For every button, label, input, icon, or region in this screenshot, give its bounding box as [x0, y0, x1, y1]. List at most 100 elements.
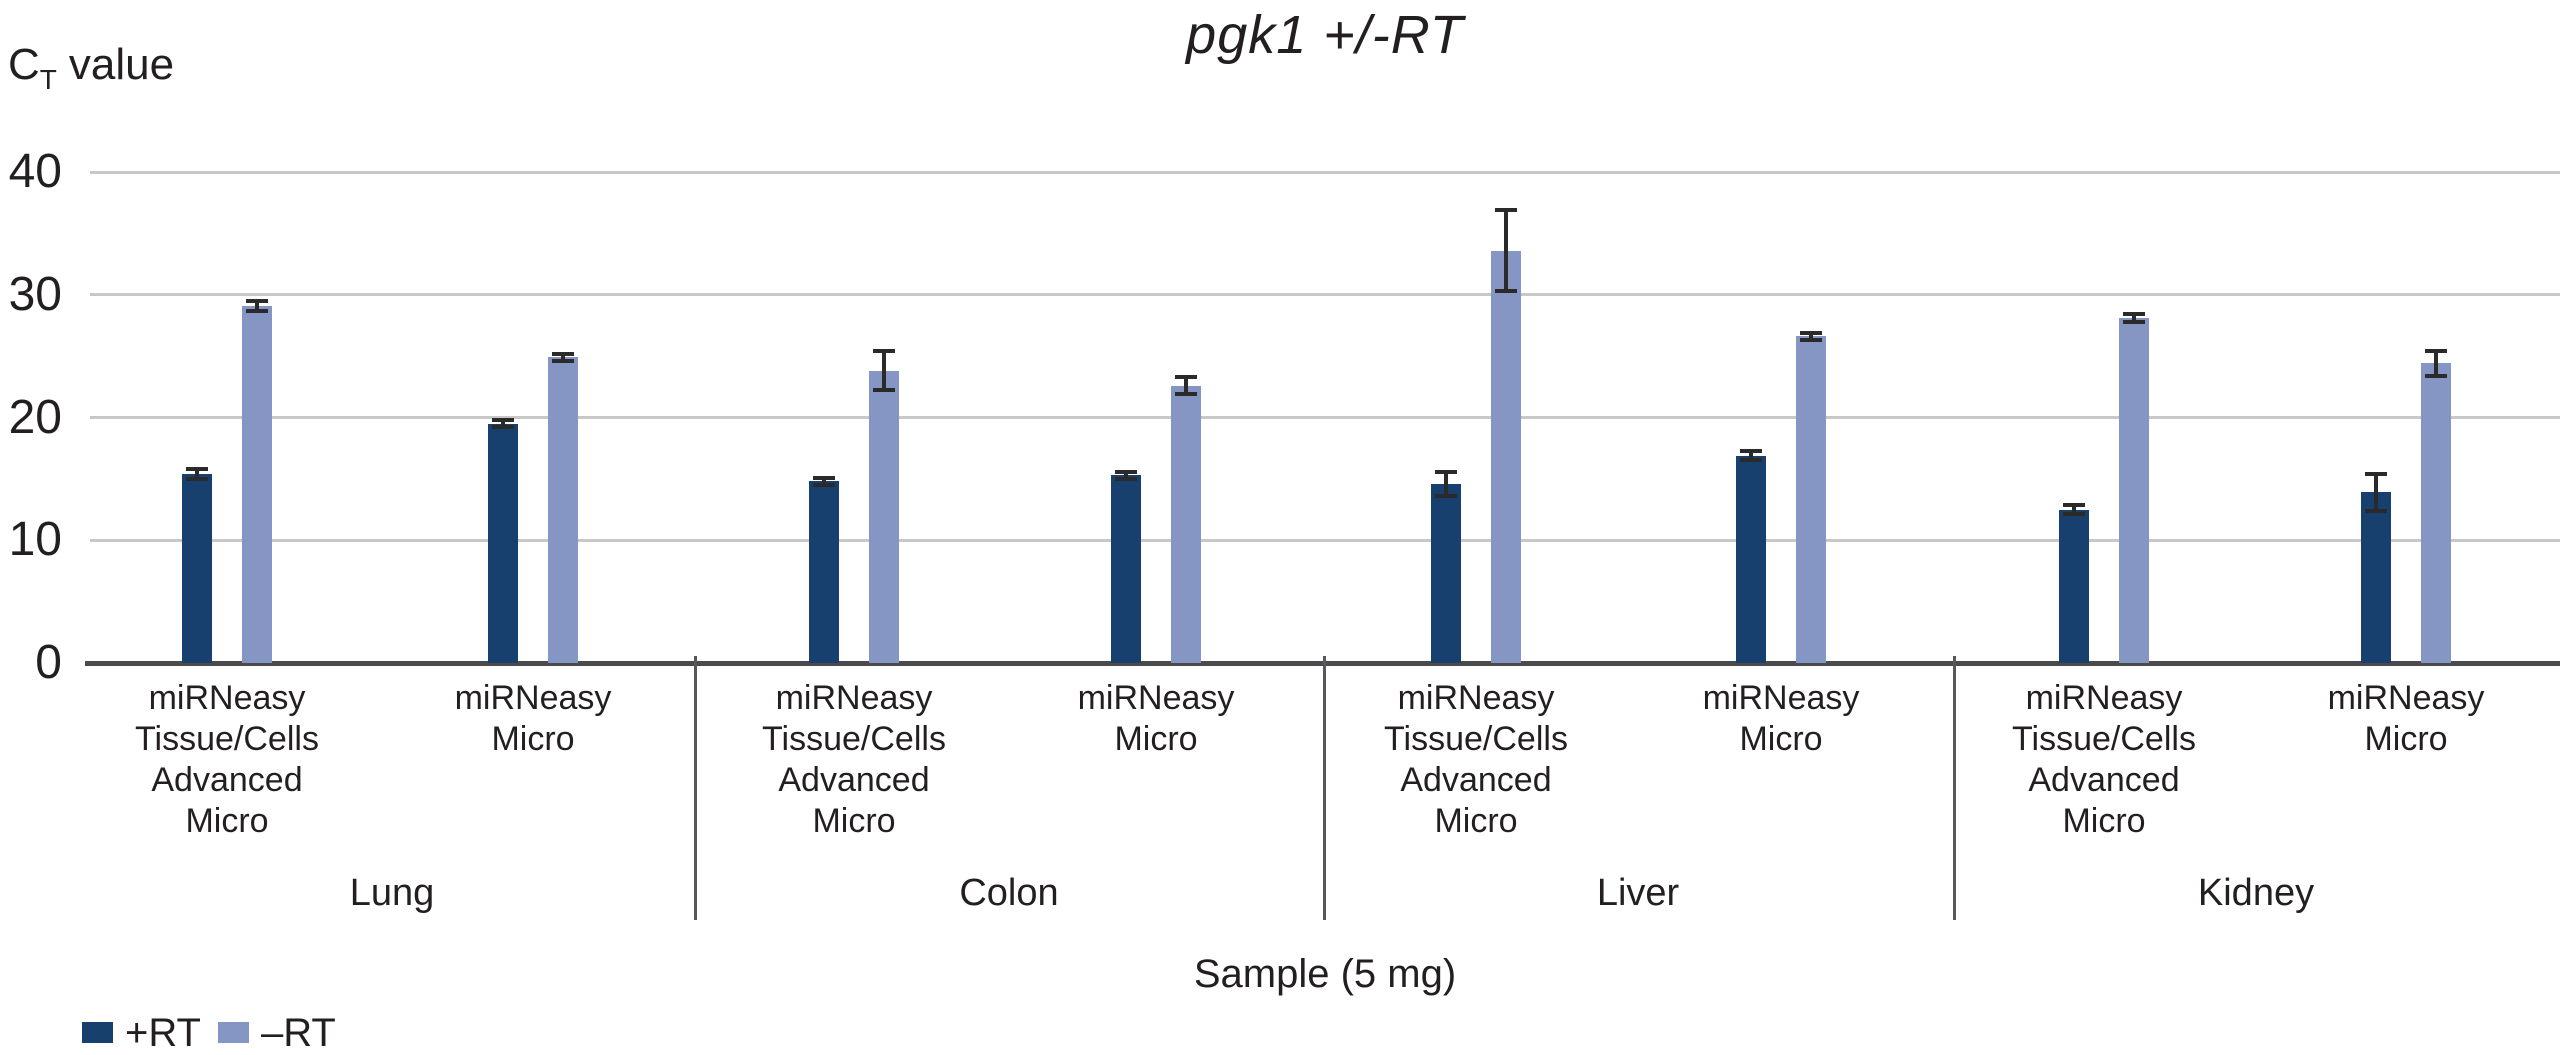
method-label-line: Advanced	[1400, 761, 1552, 799]
y-tick-label-30: 30	[8, 267, 62, 321]
method-label-line: Micro	[812, 802, 896, 840]
minus-rt-bar	[2421, 363, 2451, 663]
method-label-line: Micro	[2062, 802, 2146, 840]
minus-rt-bar	[548, 357, 578, 663]
y-axis-label-value: value	[68, 40, 175, 89]
error-bar-cap	[2425, 349, 2447, 354]
error-bar-cap	[1740, 458, 1762, 463]
minus-rt-bar	[1491, 250, 1521, 663]
method-label-line: miRNeasy	[148, 679, 306, 717]
legend: +RT –RT	[0, 1012, 600, 1054]
error-bar	[195, 469, 199, 479]
method-label-line: Micro	[2364, 720, 2448, 758]
group-divider	[1323, 656, 1326, 920]
error-bar-cap	[552, 359, 574, 364]
group-divider	[694, 656, 697, 920]
error-bar-cap	[2123, 319, 2145, 324]
error-bar-cap	[1115, 476, 1137, 481]
minus-rt-bar	[2119, 318, 2149, 663]
method-label: miRNeasy Tissue/Cells Advanced Micro	[684, 678, 1024, 842]
error-bar	[1124, 471, 1128, 479]
error-bar-cap	[2063, 512, 2085, 517]
error-bar	[1809, 332, 1813, 341]
chart-title: pgk1 +/-RT	[1186, 5, 1464, 65]
method-label: miRNeasy Micro	[363, 678, 703, 760]
method-label-line: Tissue/Cells	[762, 720, 946, 758]
plus-rt-bar	[182, 473, 212, 663]
error-bar-cap	[552, 351, 574, 356]
error-bar-cap	[1435, 469, 1457, 474]
error-bar-cap	[2063, 502, 2085, 507]
y-tick-label-0: 0	[35, 636, 62, 689]
legend-label-plus-rt: +RT	[125, 1011, 201, 1055]
error-bar-cap	[1175, 374, 1197, 379]
minus-rt-bar	[242, 305, 272, 663]
legend-swatch-minus-rt	[218, 1022, 249, 1043]
group-label: Kidney	[2197, 872, 2315, 914]
error-bar-cap	[1800, 330, 1822, 335]
method-label: miRNeasy Tissue/Cells Advanced Micro	[57, 678, 397, 842]
plus-rt-bar	[1736, 455, 1766, 663]
method-label-line: Micro	[185, 802, 269, 840]
error-bar	[2072, 504, 2076, 515]
y-tick-label-40: 40	[8, 145, 62, 198]
y-axis-label-subscript: T	[39, 63, 57, 95]
error-bar-cap	[813, 483, 835, 487]
x-axis-line	[85, 661, 2560, 666]
error-bar-cap	[1175, 392, 1197, 397]
plus-rt-bar	[488, 423, 518, 663]
error-bar-cap	[2365, 471, 2387, 476]
legend-swatch-plus-rt	[82, 1022, 113, 1043]
error-bar-cap	[1800, 338, 1822, 343]
method-label-line: Micro	[491, 720, 575, 758]
error-bar	[2374, 473, 2378, 511]
error-bar-cap	[2425, 373, 2447, 378]
method-label-line: Advanced	[2028, 761, 2180, 799]
error-bar-cap	[873, 349, 895, 354]
error-bar-cap	[2365, 508, 2387, 513]
method-label-line: miRNeasy	[1077, 679, 1235, 717]
error-bar-cap	[1740, 448, 1762, 453]
method-label-line: miRNeasy	[775, 679, 933, 717]
error-bar-cap	[873, 388, 895, 393]
error-bar-cap	[1495, 208, 1517, 213]
method-label-line: miRNeasy	[1397, 679, 1555, 717]
method-label-line: Micro	[1114, 720, 1198, 758]
error-bar-cap	[186, 467, 208, 472]
error-bar	[561, 353, 565, 362]
plus-rt-bar	[2059, 509, 2089, 663]
error-bar	[255, 300, 259, 311]
method-label: miRNeasy Tissue/Cells Advanced Micro	[1306, 678, 1646, 842]
error-bar-cap	[492, 425, 514, 430]
plus-rt-bar	[2361, 492, 2391, 663]
plus-rt-bar	[1111, 475, 1141, 663]
method-label: miRNeasy Micro	[2236, 678, 2560, 760]
error-bar-cap	[1495, 289, 1517, 294]
group-divider	[1953, 656, 1956, 920]
method-label-line: miRNeasy	[2327, 679, 2485, 717]
error-bar	[501, 419, 505, 428]
method-label-line: Micro	[1739, 720, 1823, 758]
method-label-line: Micro	[1434, 802, 1518, 840]
y-tick-label-10: 10	[8, 513, 62, 567]
x-axis-title: Sample (5 mg)	[1193, 952, 1457, 996]
group-label: Lung	[349, 872, 435, 914]
method-label-line: Tissue/Cells	[135, 720, 319, 758]
method-label-line: Tissue/Cells	[1384, 720, 1568, 758]
method-label-line: miRNeasy	[2025, 679, 2183, 717]
error-bar	[1444, 471, 1448, 497]
error-bar	[1184, 376, 1188, 395]
error-bar-cap	[1115, 469, 1137, 474]
gridline-10	[90, 538, 2560, 542]
y-axis-label: CT value	[8, 40, 174, 96]
error-bar-cap	[246, 308, 268, 313]
gridline-40	[90, 170, 2560, 174]
group-label: Liver	[1596, 872, 1680, 914]
method-label-line: miRNeasy	[1702, 679, 1860, 717]
legend-label-minus-rt: –RT	[261, 1011, 336, 1055]
error-bar-cap	[813, 475, 835, 480]
error-bar-cap	[492, 417, 514, 422]
error-bar	[822, 477, 826, 485]
minus-rt-bar	[869, 370, 899, 663]
